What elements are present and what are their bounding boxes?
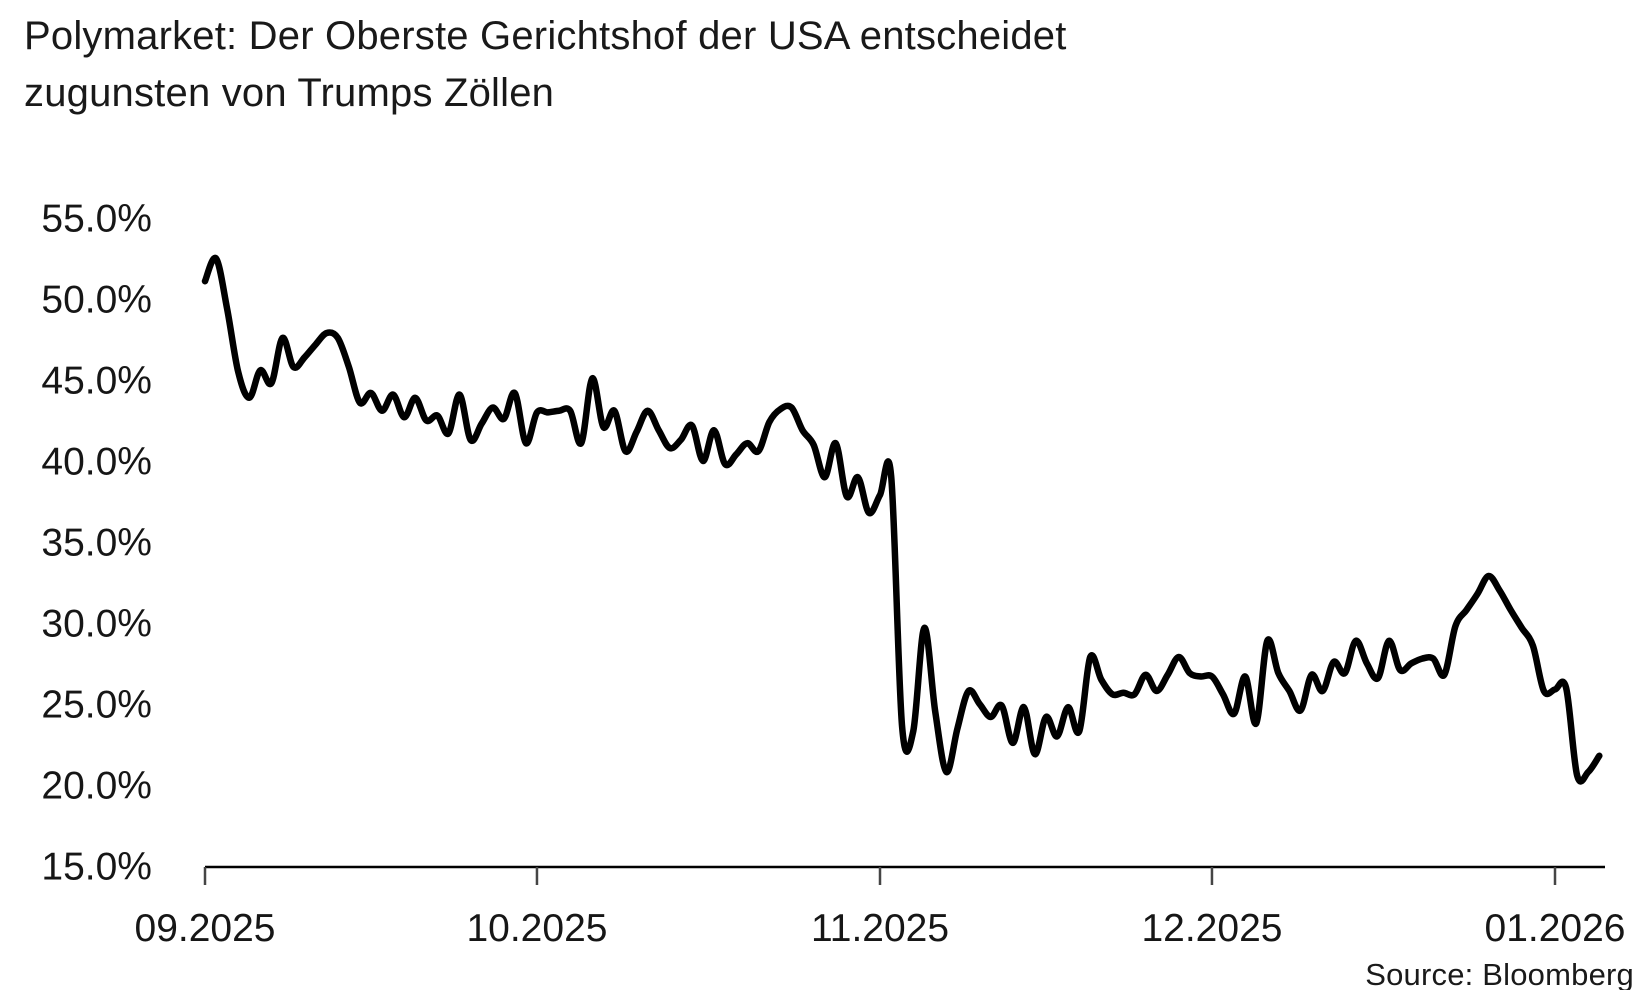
y-tick-label: 40.0% xyxy=(41,441,152,484)
y-tick-label: 30.0% xyxy=(41,603,152,646)
x-tick-label: 01.2026 xyxy=(1485,907,1626,950)
y-tick-label: 50.0% xyxy=(41,279,152,322)
y-tick-label: 15.0% xyxy=(41,846,152,889)
chart-title-line-2: zugunsten von Trumps Zöllen xyxy=(24,71,555,115)
x-tick-label: 09.2025 xyxy=(135,907,276,950)
chart-title: Polymarket: Der Oberste Gerichtshof der … xyxy=(24,8,1067,122)
y-tick-label: 45.0% xyxy=(41,360,152,403)
chart-title-line-1: Polymarket: Der Oberste Gerichtshof der … xyxy=(24,14,1067,58)
x-tick-label: 10.2025 xyxy=(466,907,607,950)
x-tick-label: 12.2025 xyxy=(1141,907,1282,950)
y-tick-label: 20.0% xyxy=(41,765,152,808)
y-tick-label: 55.0% xyxy=(41,198,152,241)
y-tick-label: 25.0% xyxy=(41,684,152,727)
y-tick-label: 35.0% xyxy=(41,522,152,565)
probability-line xyxy=(201,254,1603,785)
x-tick-label: 11.2025 xyxy=(811,907,949,950)
source-attribution: Source: Bloomberg xyxy=(1365,957,1634,990)
